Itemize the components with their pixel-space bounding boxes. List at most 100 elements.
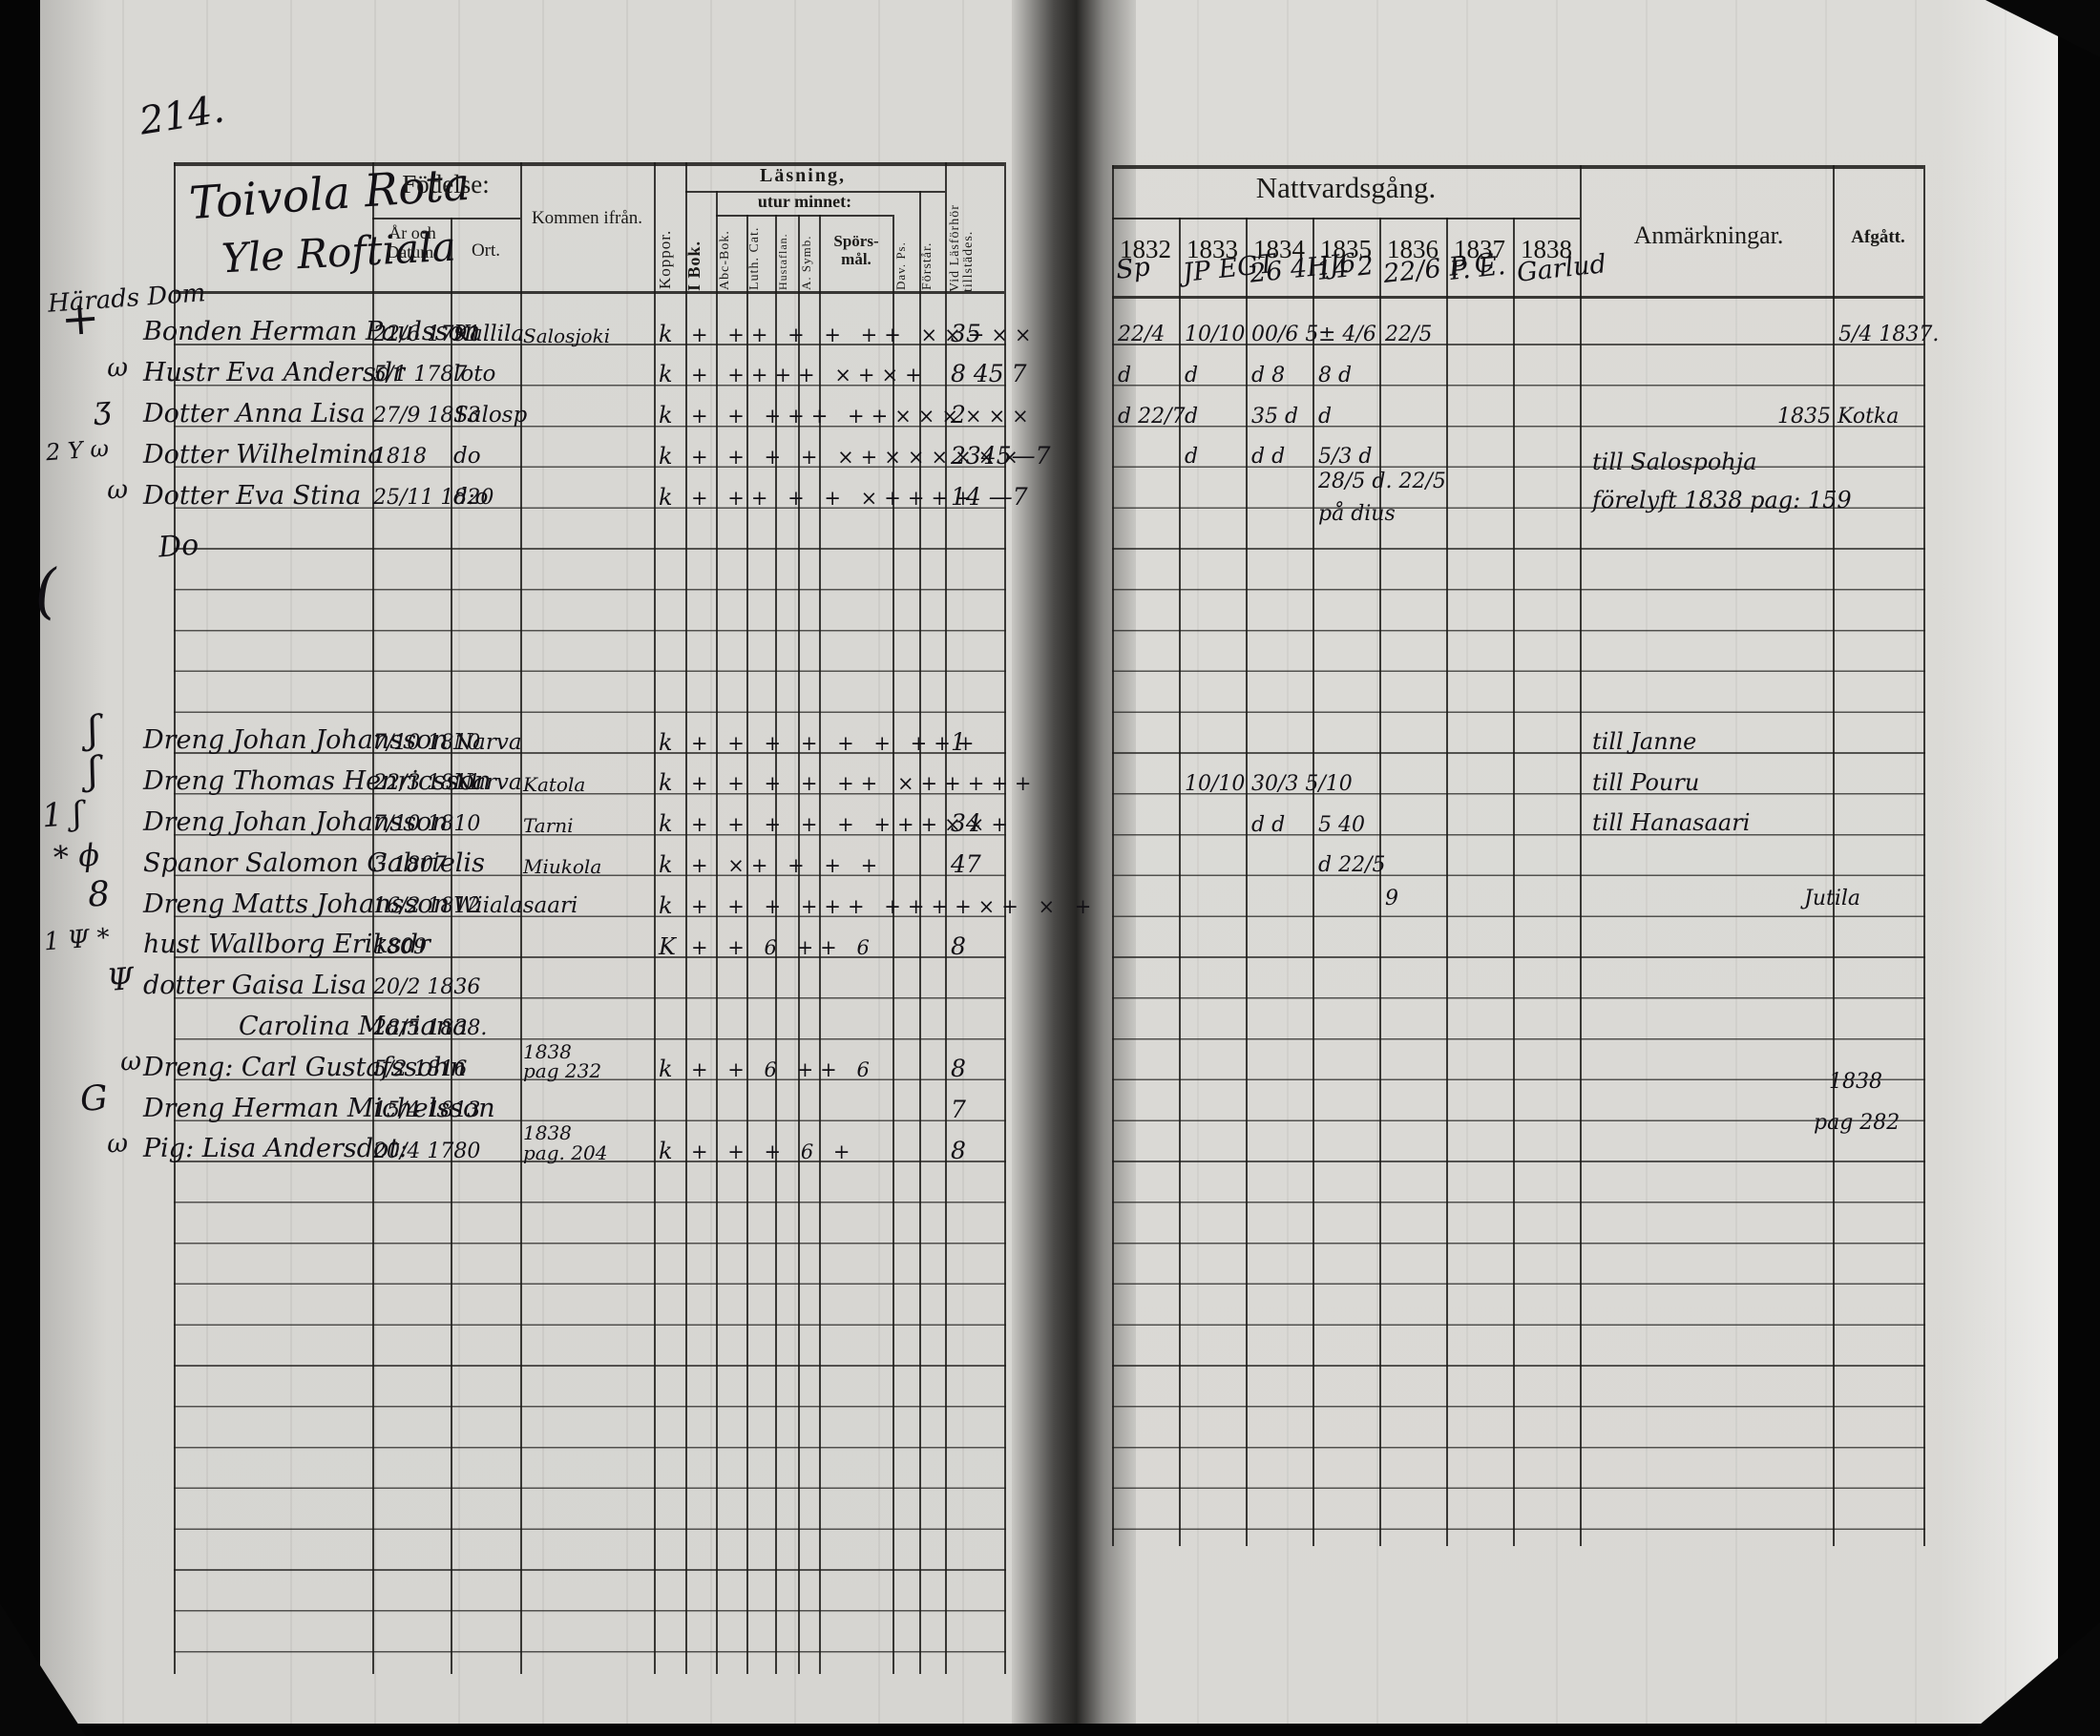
cell-marks: + + + 6 + — [691, 1140, 857, 1163]
grid-line-horizontal — [1112, 296, 1923, 299]
grid-line-vertical — [1923, 165, 1925, 1546]
grid-line-vertical — [1446, 218, 1448, 1546]
cell-ort: loto — [453, 362, 496, 387]
cell-date: 3 1807 — [373, 852, 447, 877]
cell-date: 28/5 1838. — [373, 1016, 488, 1041]
margin-mark: 8 — [86, 874, 112, 915]
header-vid-lasforhor: Vid Läsförhör tillstädes. — [948, 204, 976, 292]
grid-line-horizontal — [174, 291, 1004, 294]
cell-koppor: k — [659, 769, 673, 797]
margin-mark: ω — [105, 1128, 130, 1160]
grid-line-vertical — [1112, 165, 1114, 1546]
cell-koppor: k — [659, 483, 673, 511]
cell-date: 7/10 1810 — [373, 730, 481, 755]
communion-entry: till Hanasaari — [1592, 809, 1751, 837]
cell-koppor: k — [659, 1055, 673, 1082]
table-row: Hustr Eva Andersdr 5/1 1787 loto k + ++++ ×+… — [0, 327, 1040, 387]
cell-koppor: k — [659, 891, 673, 919]
cell-marks: + + + + + +++××+ — [691, 813, 1015, 837]
cell-tillst: 34 — [951, 809, 981, 838]
header-utur-minnet: utur minnet: — [757, 192, 852, 211]
margin-mark: 1 Ψ * — [43, 923, 111, 957]
cell-tillst: 2 — [951, 401, 966, 429]
communion-entry: 9 — [1385, 886, 1398, 910]
communion-entry: 35 d — [1251, 404, 1299, 429]
cell-date: 1809 — [373, 934, 427, 959]
cell-date: 20/4 1780 — [373, 1139, 481, 1163]
communion-entry: 22/4 — [1118, 322, 1166, 346]
communion-entry: d 8 — [1251, 363, 1286, 387]
cell-tillst: 2345—7 — [951, 441, 1051, 470]
grid-line-vertical — [1179, 218, 1181, 1546]
grid-line-vertical — [1833, 165, 1835, 1546]
margin-mark: ( — [32, 555, 60, 627]
grid-line-horizontal — [1112, 218, 1580, 220]
header-lasning: Läsning, — [760, 165, 846, 186]
cell-name: dotter Gaisa Lisa — [143, 971, 368, 1001]
cell-name: Dreng Matts Johansson — [143, 889, 450, 919]
table-row: Dotter Eva Stina 25/11 1820 d:o k + ++ + + ×… — [0, 450, 1040, 511]
cell-name: Bonden Herman Paulsson — [143, 317, 481, 347]
cell-name: Dotter Anna Lisa — [143, 399, 366, 429]
margin-mark: * ϕ — [52, 836, 101, 877]
ruled-lines-left — [174, 304, 1006, 1675]
communion-entry: 22/5 — [1385, 322, 1433, 346]
scan-edge-bottom — [0, 1724, 2100, 1736]
margin-mark: ω — [118, 1046, 143, 1078]
cell-ifran: Katola — [523, 773, 586, 797]
cell-tillst: 14 —7 — [951, 482, 1028, 511]
table-row: Dreng Johan Johansson 7/10 1810 Tarni k + + … — [0, 777, 1040, 836]
cell-tillst: 8 — [951, 931, 966, 960]
communion-entry: 5/4 1837. — [1838, 322, 1940, 346]
communion-entry: Jutila — [1804, 886, 1861, 910]
table-row: Spanor Salomon Gabrielis 3 1807 Miukola k + … — [0, 817, 1040, 878]
header-hustaflan: Hustaflan. — [776, 233, 789, 290]
grid-line-vertical — [372, 162, 374, 1674]
communion-entry: d — [1185, 404, 1199, 429]
cell-date: 16/2 1812 — [373, 893, 481, 918]
grid-line-vertical — [892, 215, 894, 1674]
year-label: 1838 — [1521, 235, 1572, 263]
cell-koppor: k — [659, 402, 673, 429]
margin-mark: Ψ — [105, 959, 136, 998]
grid-line-vertical — [1513, 218, 1515, 1546]
cell-koppor: k — [659, 850, 673, 878]
table-row: Dreng: Carl Gustafssohn 5/2 1816 1838 pag … — [0, 1021, 1040, 1080]
cell-name: Dreng Thomas Henricsson — [143, 766, 492, 797]
table-row: Dotter Anna Lisa 27/9 1813 Salosp k + + +++ … — [0, 368, 1040, 428]
grid-line-vertical — [798, 215, 800, 1674]
header-luth-cat: Luth. Cat. — [747, 226, 762, 290]
communion-entry: 1838 — [1829, 1070, 1882, 1095]
header-ar-och-datum: År och Datum. — [387, 223, 438, 262]
communion-entry: 8 d — [1318, 363, 1353, 387]
grid-line-vertical — [1312, 218, 1314, 1546]
cell-ifran: Salosjoki — [523, 324, 611, 347]
grid-line-horizontal — [174, 162, 1004, 166]
communion-entry: 10/10 — [1185, 322, 1246, 346]
cell-tillst: 8 45 7 — [951, 360, 1027, 388]
cell-name: Pig: Lisa Andersdot: — [143, 1134, 409, 1164]
cell-marks: + + + + ×+×××××× — [691, 445, 1025, 469]
cell-marks: + + + + + + +++ — [691, 731, 981, 755]
cell-date: 22/6 1791 — [373, 322, 481, 346]
table-row: Dreng Johan Johansson 7/10 1810 Narva k + + … — [0, 695, 1040, 754]
cell-koppor: k — [659, 1137, 673, 1164]
header-kommen-ifran: Kommen ifrån. — [531, 208, 643, 228]
cell-koppor: k — [659, 361, 673, 388]
cell-date: 22/3 1811 — [373, 771, 481, 796]
cell-name: Hustr Eva Andersdr — [143, 358, 405, 388]
grid-line-vertical — [1246, 218, 1248, 1546]
communion-entry: 00/6 5 — [1251, 322, 1319, 346]
communion-entry: d d — [1251, 445, 1286, 470]
scan-edge-left — [0, 0, 40, 1736]
communion-entry: ± 4/6 — [1318, 322, 1376, 346]
communion-entry: d — [1185, 363, 1199, 387]
margin-mark: ʒ — [92, 388, 113, 427]
grid-line-horizontal — [685, 191, 945, 193]
cell-ort: Wiialasaari — [453, 892, 578, 918]
header-nattvardsgang: Nattvardsgång. — [1255, 171, 1437, 204]
table-row: dotter Gaisa Lisa 20/2 1836 — [0, 940, 1040, 999]
communion-entry: d — [1118, 363, 1132, 387]
communion-entry: 5/3 d — [1318, 445, 1373, 470]
